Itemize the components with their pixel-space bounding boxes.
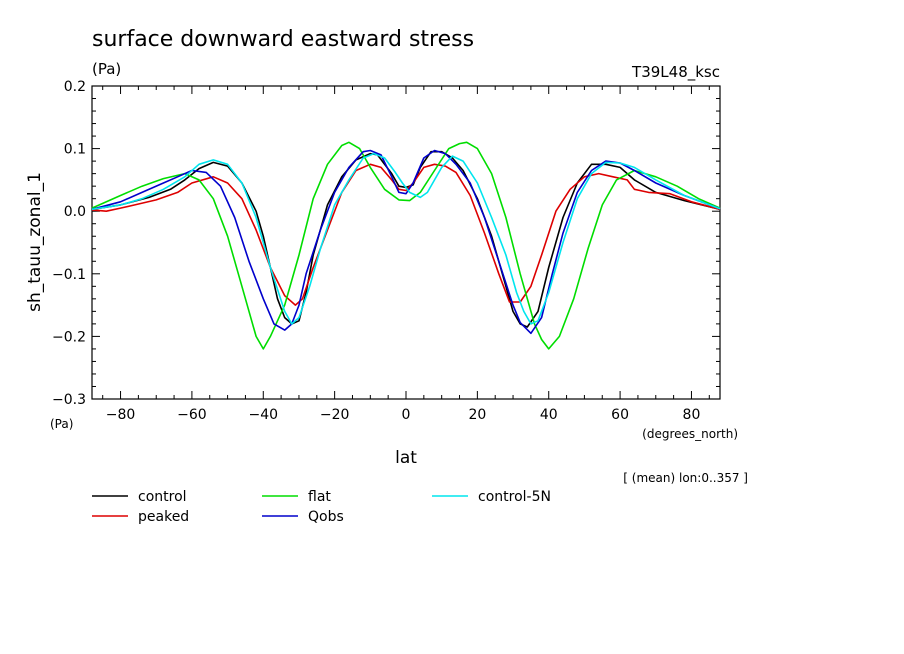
y-tick-label: −0.1 — [52, 267, 86, 283]
x-tick-label: 80 — [683, 407, 701, 423]
legend-label-control: control — [138, 489, 187, 505]
x-tick-label: 20 — [468, 407, 486, 423]
x-tick-label: 60 — [611, 407, 629, 423]
series-line-control-5n — [91, 152, 721, 325]
series-line-flat — [91, 141, 721, 350]
series-line-peaked — [91, 163, 721, 306]
chart-title: surface downward eastward stress — [92, 27, 474, 52]
x-tick-label: 0 — [402, 407, 411, 423]
legend-label-peaked: peaked — [138, 509, 189, 525]
series-line-qobs — [91, 149, 721, 335]
y-tick-label: −0.2 — [52, 329, 86, 345]
plot-frame — [91, 85, 721, 400]
y-tick-label: 0.1 — [64, 142, 86, 158]
x-tick-label: 40 — [540, 407, 558, 423]
units-label: (Pa) — [92, 60, 121, 78]
model-label: T39L48_ksc — [631, 63, 720, 82]
legend-label-flat: flat — [308, 489, 331, 505]
x-tick-label: −20 — [320, 407, 350, 423]
y-units-label: (Pa) — [50, 417, 73, 431]
legend-label-control-5n: control-5N — [478, 489, 551, 505]
y-tick-label: 0.0 — [64, 204, 86, 220]
plot-area: −80 −60 −40 −20 0 20 40 60 80 −0.3 −0.2 −0.1 0.0 0.1 0… — [52, 79, 721, 423]
x-tick-label: −40 — [248, 407, 278, 423]
x-tick-label: −60 — [177, 407, 207, 423]
x-axis-label: lat — [395, 448, 417, 468]
series-line-control — [91, 150, 721, 328]
legend: control peaked flat Qobs control-5N — [92, 489, 551, 525]
y-tick-label: 0.2 — [64, 79, 86, 95]
y-axis-label: sh_tauu_zonal_1 — [25, 172, 45, 312]
legend-label-qobs: Qobs — [308, 509, 344, 525]
x-tick-label: −80 — [106, 407, 136, 423]
x-units-label: (degrees_north) — [642, 427, 738, 441]
mean-note: [ (mean) lon:0..357 ] — [623, 471, 748, 485]
y-tick-label: −0.3 — [52, 392, 86, 408]
